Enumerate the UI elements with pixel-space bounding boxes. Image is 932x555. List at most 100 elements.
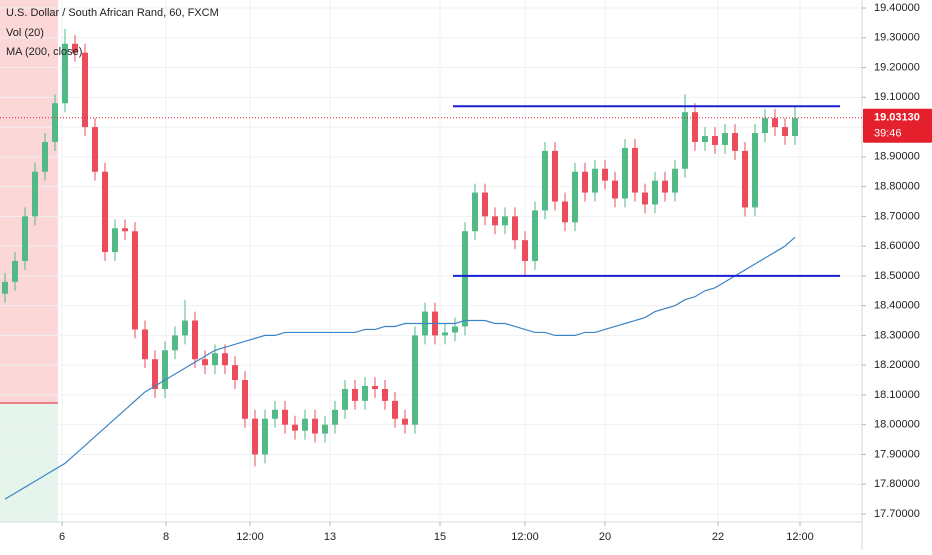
- candle-body: [92, 127, 98, 172]
- candle-body: [592, 168, 598, 193]
- candle-body: [172, 335, 178, 351]
- chart-title: U.S. Dollar / South African Rand, 60, FX…: [6, 7, 219, 19]
- candle-body: [682, 112, 688, 169]
- candle-body: [622, 147, 628, 199]
- y-tick-label: 19.30000: [874, 32, 920, 44]
- candle-body: [542, 150, 548, 211]
- candle-body: [132, 231, 138, 330]
- candle-body: [212, 353, 218, 366]
- candle-body: [52, 103, 58, 142]
- indicator-label: Vol (20): [6, 27, 44, 39]
- candle-body: [202, 359, 208, 366]
- y-tick-label: 18.30000: [874, 329, 920, 341]
- indicator-label: MA (200, close): [6, 46, 82, 58]
- y-tick-label: 18.80000: [874, 181, 920, 193]
- candle-body: [42, 141, 48, 172]
- candle-body: [292, 424, 298, 431]
- candle-body: [2, 281, 8, 294]
- candle-body: [282, 409, 288, 425]
- candle-body: [752, 133, 758, 208]
- candle-body: [582, 171, 588, 193]
- candle-body: [572, 171, 578, 223]
- plot: [2, 28, 840, 500]
- candle-body: [462, 231, 468, 327]
- candle-body: [742, 150, 748, 208]
- candle-body: [22, 216, 28, 261]
- candle-body: [602, 168, 608, 181]
- y-tick-label: 18.90000: [874, 151, 920, 163]
- candle-body: [122, 228, 128, 232]
- x-tick-label: 22: [712, 531, 724, 543]
- candle-body: [102, 171, 108, 253]
- candle-body: [532, 210, 538, 261]
- x-tick-label: 15: [434, 531, 446, 543]
- candle-body: [372, 385, 378, 389]
- candle-body: [612, 180, 618, 199]
- candle-body: [632, 147, 638, 193]
- candle-body: [472, 192, 478, 232]
- candle-body: [322, 424, 328, 434]
- countdown-label: 39:46: [874, 128, 902, 140]
- candle-body: [402, 418, 408, 425]
- candle-body: [512, 216, 518, 241]
- candle-body: [142, 329, 148, 360]
- y-tick-label: 18.20000: [874, 359, 920, 371]
- x-tick-label: 12:00: [236, 531, 264, 543]
- ma-line: [4, 236, 796, 500]
- y-tick-label: 17.80000: [874, 478, 920, 490]
- candle-body: [62, 43, 68, 104]
- y-tick-label: 19.20000: [874, 61, 920, 73]
- x-tick-label: 20: [599, 531, 611, 543]
- y-tick-label: 19.40000: [874, 2, 920, 14]
- candle-body: [222, 353, 228, 366]
- candle-body: [652, 180, 658, 205]
- y-tick-label: 18.50000: [874, 270, 920, 282]
- candle-body: [562, 201, 568, 223]
- candle-body: [522, 240, 528, 261]
- candle-body: [252, 418, 258, 455]
- candle-body: [12, 261, 18, 282]
- candle-body: [762, 118, 768, 134]
- y-tick-label: 18.00000: [874, 419, 920, 431]
- candle-body: [112, 228, 118, 253]
- candle-body: [232, 365, 238, 381]
- candle-body: [72, 43, 78, 53]
- candle-body: [662, 180, 668, 193]
- x-tick-label: 12:00: [511, 531, 539, 543]
- candle-body: [192, 320, 198, 360]
- candle-body: [712, 136, 718, 145]
- candle-body: [722, 133, 728, 145]
- candle-body: [262, 418, 268, 455]
- y-tick-label: 19.10000: [874, 91, 920, 103]
- x-tick-label: 6: [59, 531, 65, 543]
- candle-body: [32, 171, 38, 217]
- y-tick-label: 17.90000: [874, 448, 920, 460]
- candle-body: [792, 118, 798, 137]
- candle-body: [392, 400, 398, 419]
- candle-body: [502, 216, 508, 226]
- candle-body: [82, 52, 88, 128]
- grid: [0, 0, 862, 522]
- x-tick-label: 12:00: [786, 531, 814, 543]
- candle-body: [182, 320, 188, 336]
- candle-body: [732, 133, 738, 151]
- candle-body: [342, 388, 348, 410]
- candle-body: [442, 332, 448, 336]
- profile-down: [0, 403, 58, 522]
- candle-body: [162, 350, 168, 389]
- last-price-label: 19.03130: [874, 112, 920, 124]
- candle-body: [362, 385, 368, 401]
- x-tick-label: 13: [324, 531, 336, 543]
- last-price-box: [863, 108, 932, 143]
- x-tick-label: 8: [163, 531, 169, 543]
- candle-body: [312, 418, 318, 434]
- candle-body: [152, 359, 158, 389]
- y-tick-label: 18.60000: [874, 240, 920, 252]
- candle-body: [642, 192, 648, 205]
- candle-body: [382, 388, 388, 401]
- y-tick-label: 18.10000: [874, 389, 920, 401]
- profile-up: [0, 0, 58, 403]
- candle-body: [782, 127, 788, 137]
- candle-body: [412, 335, 418, 425]
